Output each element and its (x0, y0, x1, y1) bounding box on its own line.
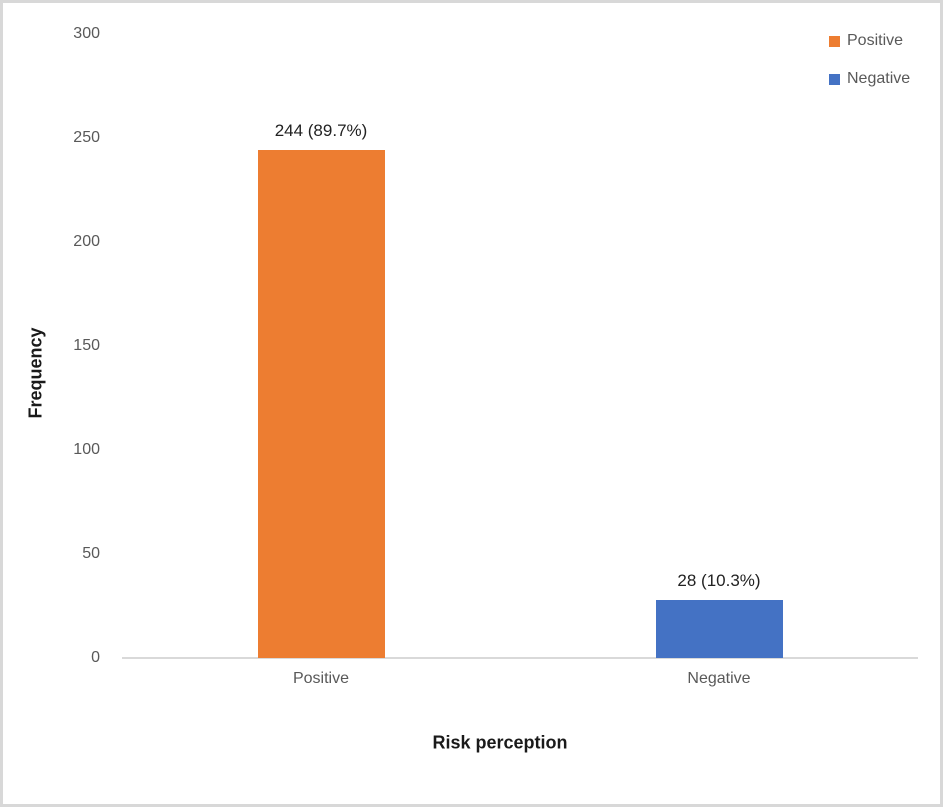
y-axis-tick-label: 100 (73, 441, 100, 458)
x-axis-line (122, 657, 918, 659)
bar-negative (655, 599, 783, 658)
y-axis-tick-label: 300 (73, 25, 100, 42)
legend-item-positive: Positive (829, 30, 910, 52)
y-axis-title: Frequency (25, 327, 46, 419)
bar-data-label: 244 (89.7%) (274, 121, 368, 141)
y-axis-tick-label: 200 (73, 233, 100, 250)
chart-legend: Positive Negative (829, 30, 910, 106)
legend-swatch-icon (829, 35, 840, 47)
y-axis-tick-label: 250 (73, 129, 100, 146)
bar-data-label: 28 (10.3%) (677, 570, 761, 590)
x-axis-category-label: Positive (292, 670, 350, 687)
y-axis-tick-label: 0 (91, 649, 100, 666)
legend-label: Negative (847, 70, 911, 87)
legend-swatch-icon (829, 73, 840, 85)
y-axis-tick-label: 50 (82, 545, 100, 562)
y-axis-tick-label: 150 (73, 337, 100, 354)
x-axis-category-label: Negative (687, 670, 751, 687)
bar-positive (257, 150, 385, 658)
legend-label: Positive (847, 32, 904, 49)
legend-item-negative: Negative (829, 68, 910, 90)
plot-area: 244 (89.7%) Positive 28 (10.3%) Negative (122, 34, 918, 687)
x-axis-title: Risk perception (432, 732, 568, 753)
